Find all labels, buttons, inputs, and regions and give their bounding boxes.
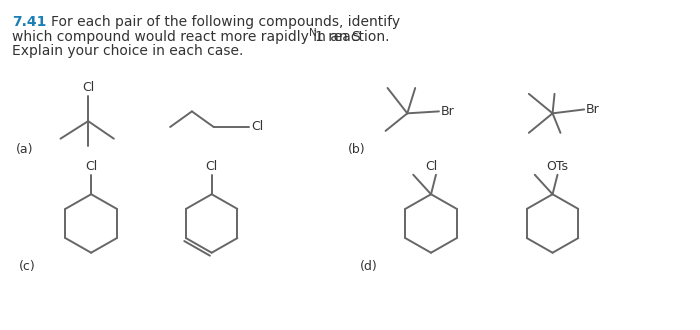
Text: OTs: OTs xyxy=(547,160,568,173)
Text: Br: Br xyxy=(441,105,455,118)
Text: For each pair of the following compounds, identify: For each pair of the following compounds… xyxy=(50,15,400,29)
Text: (c): (c) xyxy=(19,260,36,273)
Text: 1 reaction.: 1 reaction. xyxy=(316,29,390,44)
Text: Explain your choice in each case.: Explain your choice in each case. xyxy=(12,44,244,58)
Text: Cl: Cl xyxy=(82,81,94,94)
Text: Br: Br xyxy=(586,103,600,116)
Text: (d): (d) xyxy=(360,260,377,273)
Text: which compound would react more rapidly in an S: which compound would react more rapidly … xyxy=(12,29,360,44)
Text: Cl: Cl xyxy=(425,160,438,173)
Text: Cl: Cl xyxy=(85,160,97,173)
Text: Cl: Cl xyxy=(206,160,218,173)
Text: Cl: Cl xyxy=(251,120,263,133)
Text: (a): (a) xyxy=(16,143,34,155)
Text: (b): (b) xyxy=(348,143,365,155)
Text: N: N xyxy=(309,28,316,38)
Text: 7.41: 7.41 xyxy=(12,15,46,29)
